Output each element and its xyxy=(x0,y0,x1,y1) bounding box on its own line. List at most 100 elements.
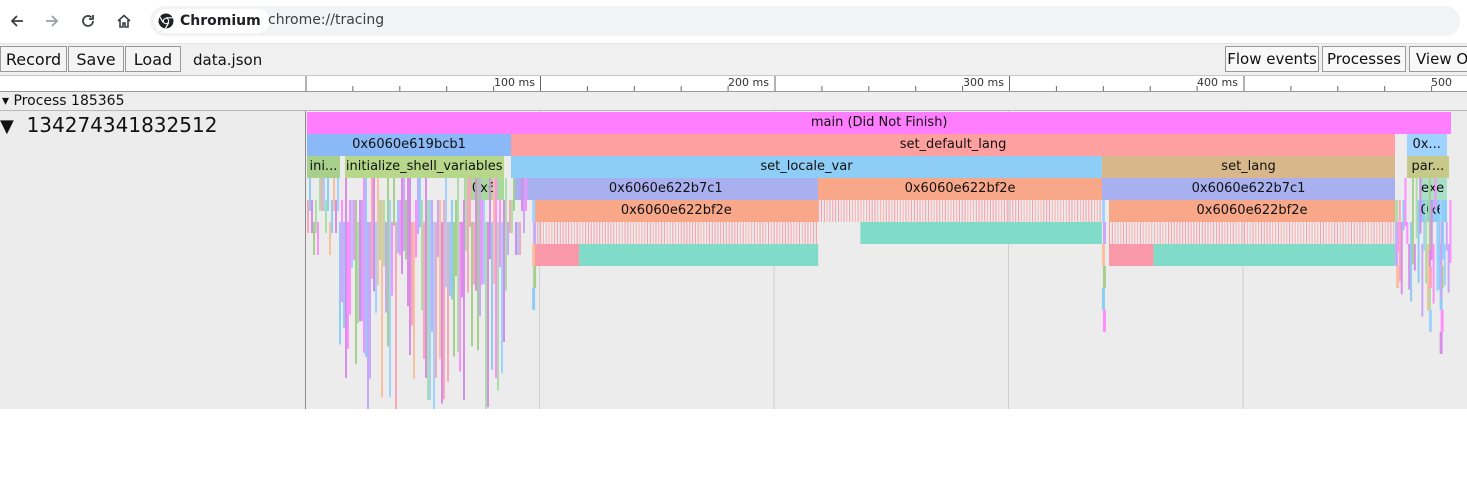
small-slice[interactable] xyxy=(457,178,459,353)
small-slice[interactable] xyxy=(978,200,980,222)
trace-slice[interactable]: initialize_shell_variables xyxy=(344,156,504,178)
small-slice[interactable] xyxy=(607,222,609,244)
small-slice[interactable] xyxy=(782,222,784,244)
small-slice[interactable] xyxy=(1046,200,1048,222)
small-slice[interactable] xyxy=(1373,222,1375,244)
small-slice[interactable] xyxy=(801,222,803,244)
small-slice[interactable] xyxy=(1088,200,1090,222)
small-slice[interactable] xyxy=(1311,222,1313,244)
small-slice[interactable] xyxy=(435,222,437,378)
small-slice[interactable] xyxy=(1322,222,1324,244)
small-slice[interactable] xyxy=(649,222,651,244)
small-slice[interactable] xyxy=(725,222,727,244)
small-slice[interactable] xyxy=(916,200,918,222)
small-slice[interactable] xyxy=(556,222,558,244)
small-slice[interactable] xyxy=(1439,332,1443,354)
small-slice[interactable] xyxy=(335,200,337,233)
small-slice[interactable] xyxy=(672,222,674,244)
small-slice[interactable] xyxy=(840,200,842,222)
small-slice[interactable] xyxy=(798,222,800,244)
small-slice[interactable] xyxy=(885,200,887,222)
small-slice[interactable] xyxy=(1406,222,1409,245)
small-slice[interactable] xyxy=(1213,222,1215,244)
small-slice[interactable] xyxy=(1277,222,1279,244)
small-slice[interactable] xyxy=(1060,200,1062,222)
small-slice[interactable] xyxy=(936,200,938,222)
small-slice[interactable] xyxy=(1040,200,1042,222)
small-slice[interactable] xyxy=(768,222,770,244)
small-slice[interactable] xyxy=(762,222,764,244)
small-slice[interactable] xyxy=(765,222,767,244)
small-slice[interactable] xyxy=(1345,222,1347,244)
small-slice[interactable] xyxy=(1408,244,1411,290)
small-slice[interactable] xyxy=(692,222,694,244)
small-slice[interactable] xyxy=(517,222,519,255)
small-slice[interactable] xyxy=(373,178,375,292)
small-slice[interactable] xyxy=(748,222,750,244)
small-slice[interactable] xyxy=(1436,222,1439,291)
small-slice[interactable] xyxy=(1430,200,1433,261)
small-slice[interactable] xyxy=(784,222,786,244)
slice-area[interactable]: main (Did Not Finish) 0x6060e619bcb1 set_d… xyxy=(306,111,1467,409)
small-slice[interactable] xyxy=(395,222,397,409)
save-button[interactable]: Save xyxy=(68,46,124,72)
small-slice[interactable] xyxy=(495,178,497,378)
small-slice[interactable] xyxy=(359,200,361,322)
small-slice[interactable] xyxy=(956,200,958,222)
small-slice[interactable] xyxy=(385,222,387,313)
small-slice[interactable] xyxy=(1384,222,1386,244)
small-slice[interactable] xyxy=(1449,200,1452,264)
small-slice[interactable] xyxy=(683,222,685,244)
small-slice[interactable] xyxy=(1063,200,1065,222)
small-slice[interactable] xyxy=(604,222,606,244)
small-slice[interactable] xyxy=(1434,178,1437,210)
small-slice[interactable] xyxy=(1114,222,1116,244)
small-slice[interactable] xyxy=(590,222,592,244)
small-slice[interactable] xyxy=(1252,222,1254,244)
small-slice[interactable] xyxy=(1037,200,1039,222)
small-slice[interactable] xyxy=(1441,200,1444,260)
small-slice[interactable] xyxy=(1093,200,1095,222)
small-slice[interactable] xyxy=(1156,222,1158,244)
small-slice[interactable] xyxy=(463,200,465,400)
trace-slice[interactable]: exe xyxy=(1418,178,1447,200)
small-slice[interactable] xyxy=(363,178,365,353)
small-slice[interactable] xyxy=(1187,222,1189,244)
small-slice[interactable] xyxy=(1215,222,1217,244)
small-slice[interactable] xyxy=(568,222,570,244)
small-slice[interactable] xyxy=(686,222,688,244)
small-slice[interactable] xyxy=(644,222,646,244)
small-slice[interactable] xyxy=(511,200,513,233)
small-slice[interactable] xyxy=(1085,200,1087,222)
small-slice[interactable] xyxy=(1096,200,1098,222)
small-slice[interactable] xyxy=(377,178,379,286)
small-slice[interactable] xyxy=(967,200,969,222)
small-slice[interactable] xyxy=(871,200,873,222)
small-slice[interactable] xyxy=(1224,222,1226,244)
small-slice[interactable] xyxy=(706,222,708,244)
trace-slice[interactable]: 0x6060e622bf2e xyxy=(534,200,819,222)
small-slice[interactable] xyxy=(1102,310,1106,332)
small-slice[interactable] xyxy=(1328,222,1330,244)
small-slice[interactable] xyxy=(479,178,481,317)
small-slice[interactable] xyxy=(728,222,730,244)
trace-slice[interactable]: 0x6060e622bf2e xyxy=(1108,200,1396,222)
small-slice[interactable] xyxy=(587,222,589,244)
trace-slice[interactable]: 0x... xyxy=(1406,134,1447,156)
small-slice[interactable] xyxy=(922,200,924,222)
small-slice[interactable] xyxy=(1428,266,1432,288)
small-slice[interactable] xyxy=(1151,222,1153,244)
trace-slice[interactable]: 0x6060e619bcb1 xyxy=(307,134,511,156)
small-slice[interactable] xyxy=(1218,222,1220,244)
small-slice[interactable] xyxy=(863,200,865,222)
small-slice[interactable] xyxy=(1003,200,1005,222)
small-slice[interactable] xyxy=(1272,222,1274,244)
small-slice[interactable] xyxy=(1353,222,1355,244)
small-slice[interactable] xyxy=(339,222,341,345)
small-slice[interactable] xyxy=(1145,222,1147,244)
small-slice[interactable] xyxy=(899,200,901,222)
small-slice[interactable] xyxy=(419,178,421,228)
small-slice[interactable] xyxy=(1082,200,1084,222)
small-slice[interactable] xyxy=(1362,222,1364,244)
small-slice[interactable] xyxy=(793,222,795,244)
